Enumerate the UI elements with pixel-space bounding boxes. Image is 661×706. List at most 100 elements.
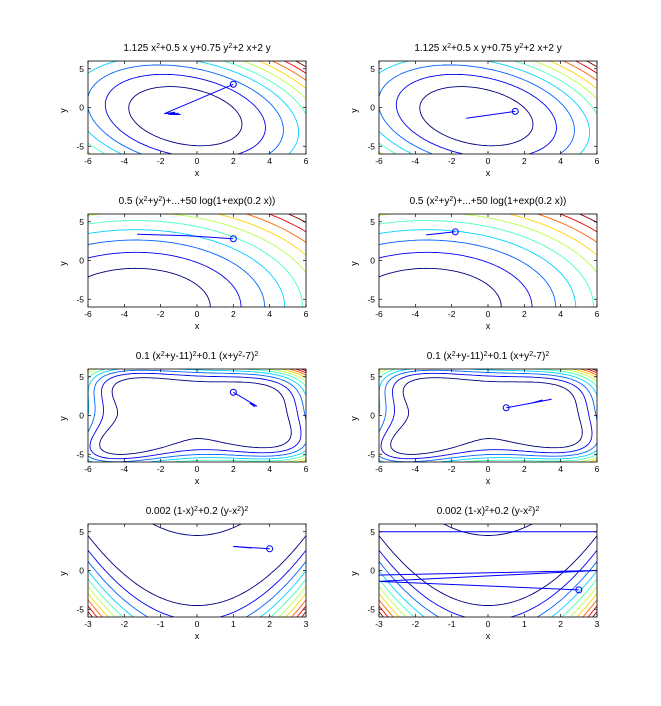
optimization-path [137,233,234,240]
optimization-path [426,231,456,236]
subplot-title: 0.002 (1-x)2+0.2 (y-x2)2 [437,506,540,518]
x-tick-label: 2 [522,464,527,474]
contour-level-6 [379,61,597,154]
x-tick-label: -3 [375,619,383,629]
subplot-1: -6 -4 -2 0 2 4 6 -5 0 5 x y 1.125 x2+0.5 x y+0.75 y2… [58,43,309,179]
subplot-3: -6 -4 -2 0 2 4 6 -5 0 5 x y 0.5 (x2+y2)+...+50 log(1… [58,196,309,332]
contour-level-1 [88,267,211,307]
x-tick-label: 4 [267,309,272,319]
y-tick-label: 0 [370,411,375,421]
subplot-6: -6 -4 -2 0 2 4 6 -5 0 5 x y 0.1 (x2+y-11)2+0.1 (x+y2… [349,351,600,487]
x-axis-label: x [486,321,491,331]
x-tick-label: 0 [195,156,200,166]
x-axis-label: x [195,631,200,641]
contour-level-7 [379,593,597,617]
x-tick-label: -2 [412,619,420,629]
x-tick-label: 6 [595,464,600,474]
x-tick-label: 0 [486,156,491,166]
x-tick-label: -2 [157,156,165,166]
x-tick-label: 0 [486,464,491,474]
contour-level-5 [88,578,306,617]
start-marker [451,228,459,236]
contour-level-5 [379,369,597,462]
x-tick-label: -6 [375,464,383,474]
x-axis-label: x [486,476,491,486]
y-tick-label: 0 [370,566,375,576]
contour-level-1 [379,267,502,307]
contour-level-4 [88,229,286,307]
contour-level-7 [217,214,306,256]
contour-level-6 [379,369,597,462]
x-tick-label: 6 [595,156,600,166]
contour-level-3 [379,369,597,462]
y-tick-label: -5 [76,449,84,459]
x-tick-label: -2 [448,464,456,474]
contour-level-10 [295,61,306,68]
x-tick-label: -6 [84,156,92,166]
x-tick-label: 2 [231,464,236,474]
optimization-path [379,531,597,591]
y-axis-label: y [349,416,359,421]
x-tick-label: -4 [121,464,129,474]
contour-level-2 [379,251,533,307]
contour-level-3 [88,64,284,154]
contour-level-7 [549,61,597,90]
optimization-path [233,391,258,408]
x-tick-label: 2 [522,156,527,166]
contour-level-7 [258,61,306,90]
x-tick-label: 0 [195,464,200,474]
x-tick-label: 6 [304,156,309,166]
contour-lines [379,214,597,307]
contour-level-9 [269,214,306,233]
y-tick-label: 0 [370,103,375,113]
contour-level-8 [379,599,597,617]
y-axis-label: y [58,416,68,421]
x-tick-label: 4 [558,464,563,474]
contour-level-7 [88,369,306,462]
axes-frame [87,523,307,618]
x-tick-label: -6 [375,309,383,319]
x-tick-label: -4 [412,156,420,166]
y-tick-label: 0 [370,256,375,266]
x-axis-label: x [195,168,200,178]
contour-level-4 [379,61,591,154]
x-tick-label: -4 [121,309,129,319]
contour-level-4 [379,369,597,462]
contour-level-6 [379,214,597,273]
contour-lines [379,369,597,462]
contour-level-3 [88,239,266,307]
contour-level-3 [379,239,557,307]
y-tick-label: 0 [79,103,84,113]
y-tick-label: 0 [79,566,84,576]
contour-lines [379,61,597,154]
subplot-4: -6 -4 -2 0 2 4 6 -5 0 5 x y 0.5 (x2+y2)+...+50 log(1… [349,196,600,332]
x-tick-label: -6 [84,309,92,319]
y-tick-label: 5 [370,217,375,227]
x-tick-label: -2 [448,156,456,166]
y-tick-label: 5 [79,372,84,382]
x-tick-label: -1 [157,619,165,629]
contour-lines [88,369,306,462]
y-axis-label: y [58,571,68,576]
x-tick-label: -4 [121,156,129,166]
start-marker [266,545,274,553]
x-tick-label: 1 [231,619,236,629]
start-marker [511,107,519,115]
start-marker [229,388,237,396]
subplot-2: -6 -4 -2 0 2 4 6 -5 0 5 x y 1.125 x2+0.5 x y+0.75 y2… [349,43,600,179]
contour-level-8 [537,214,597,243]
contour-level-5 [379,61,597,154]
x-tick-label: 0 [195,619,200,629]
axes-frame [87,368,307,463]
y-tick-label: -5 [76,294,84,304]
contour-level-3 [379,561,597,617]
x-tick-label: 2 [522,309,527,319]
y-tick-label: -5 [367,449,375,459]
contour-level-2 [89,372,302,460]
contour-level-1 [379,524,597,606]
subplot-title: 1.125 x2+0.5 x y+0.75 y2+2 x+2 y [414,43,561,55]
y-tick-label: -5 [76,604,84,614]
subplot-5: -6 -4 -2 0 2 4 6 -5 0 5 x y 0.1 (x2+y-11)2+0.1 (x+y2… [58,351,309,487]
y-tick-label: 5 [79,64,84,74]
